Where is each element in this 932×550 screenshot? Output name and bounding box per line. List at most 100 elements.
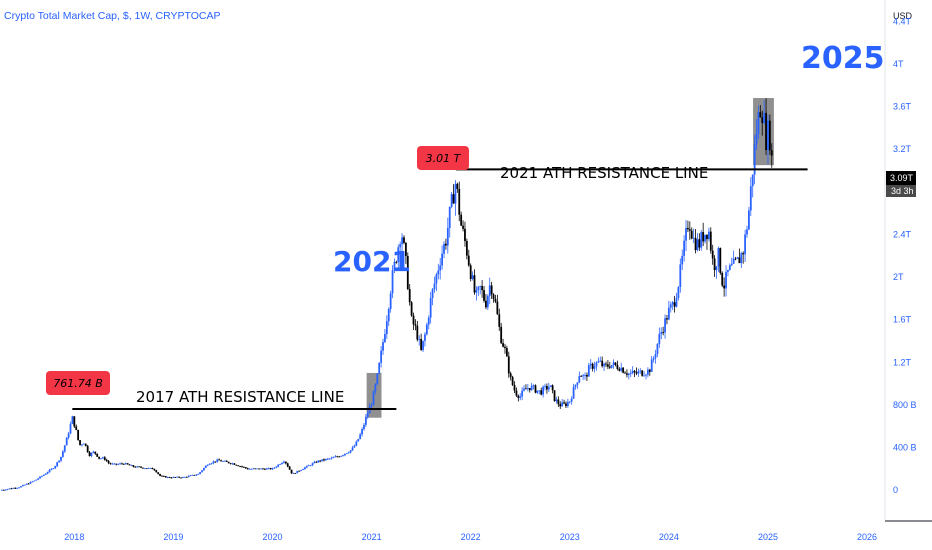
candle: [237, 465, 240, 467]
candle: [717, 246, 720, 273]
candle: [309, 464, 312, 467]
candle: [4, 489, 7, 491]
candle-body: [410, 302, 413, 316]
candle-body: [647, 369, 649, 375]
candle-body: [509, 373, 512, 377]
candle: [593, 361, 596, 373]
x-tick-label: 2023: [560, 532, 580, 542]
candle-body: [584, 375, 586, 376]
candle: [446, 217, 449, 254]
candle: [374, 383, 377, 395]
candle: [688, 221, 691, 240]
candle-body: [311, 463, 314, 466]
candle: [281, 462, 283, 465]
candle-body: [713, 258, 716, 271]
candle: [256, 468, 259, 470]
candle: [595, 361, 598, 371]
candle-body: [473, 275, 476, 293]
candle: [492, 293, 495, 303]
candle-body: [403, 237, 405, 243]
candle: [115, 463, 118, 466]
candle-body: [136, 466, 139, 468]
candle: [641, 369, 644, 377]
candle-body: [155, 470, 158, 473]
candle: [648, 368, 651, 376]
y-tick-label: 1.6T: [893, 315, 912, 325]
candle-body: [303, 467, 306, 470]
ath-2017-badge: [46, 371, 110, 395]
candle-body: [589, 363, 592, 366]
candle: [307, 464, 310, 467]
candle-body: [406, 256, 409, 290]
candle: [44, 473, 47, 475]
candle: [140, 465, 142, 469]
candle-body: [549, 385, 552, 388]
candle: [469, 263, 472, 282]
candle-body: [326, 458, 329, 460]
candle-body: [635, 372, 638, 374]
candle: [544, 383, 546, 391]
x-tick-label: 2025: [758, 532, 778, 542]
candle-body: [435, 274, 438, 284]
candle: [397, 244, 400, 268]
candle: [422, 340, 424, 353]
candle: [425, 322, 428, 336]
x-tick-label: 2021: [362, 532, 382, 542]
candle-body: [614, 362, 617, 365]
candle-body: [467, 255, 470, 266]
candle-body: [586, 375, 588, 377]
candle: [685, 220, 687, 252]
candle: [351, 445, 354, 451]
candle-body: [119, 463, 121, 465]
candle-body: [239, 466, 242, 467]
candle: [435, 272, 438, 292]
candle-body: [597, 361, 600, 363]
current-price-tag[interactable]: 3.09T 3d 3h: [886, 171, 916, 197]
candle-body: [349, 450, 352, 453]
candle: [525, 384, 527, 390]
candle: [639, 368, 642, 374]
candle: [486, 294, 489, 311]
candle: [223, 460, 226, 462]
currency-label[interactable]: USD: [893, 11, 913, 21]
candle-body: [353, 445, 356, 448]
candle: [210, 462, 213, 465]
candle-body: [526, 388, 529, 389]
candle: [16, 487, 19, 490]
candle-body: [122, 463, 125, 465]
candle-body: [305, 465, 308, 468]
candle: [157, 472, 160, 475]
candle: [620, 362, 623, 373]
candle-body: [469, 265, 472, 279]
candle-body: [338, 456, 341, 458]
candle-body: [673, 302, 676, 307]
candle-body: [511, 376, 514, 385]
candle: [142, 467, 144, 469]
candle: [96, 453, 99, 458]
candle: [324, 458, 327, 461]
candle-body: [16, 487, 19, 489]
candle: [2, 489, 5, 491]
candle-body: [191, 474, 194, 476]
candle-body: [605, 363, 607, 365]
candle-body: [446, 228, 449, 246]
candle-body: [650, 359, 653, 372]
candle: [235, 464, 238, 466]
candle: [505, 345, 508, 357]
candle: [471, 271, 474, 281]
candle-body: [332, 457, 335, 459]
candle: [576, 382, 579, 389]
candle-body: [271, 468, 274, 470]
candle: [517, 394, 520, 402]
candle: [313, 460, 316, 464]
candle: [376, 373, 379, 386]
candle-body: [601, 360, 604, 367]
candle-body: [71, 416, 74, 425]
candle-body: [161, 475, 163, 477]
candle: [650, 355, 653, 372]
candle-body: [768, 120, 771, 151]
candle: [706, 234, 708, 250]
candle-body: [92, 451, 95, 453]
candle-body: [481, 286, 484, 291]
candle: [271, 467, 274, 471]
